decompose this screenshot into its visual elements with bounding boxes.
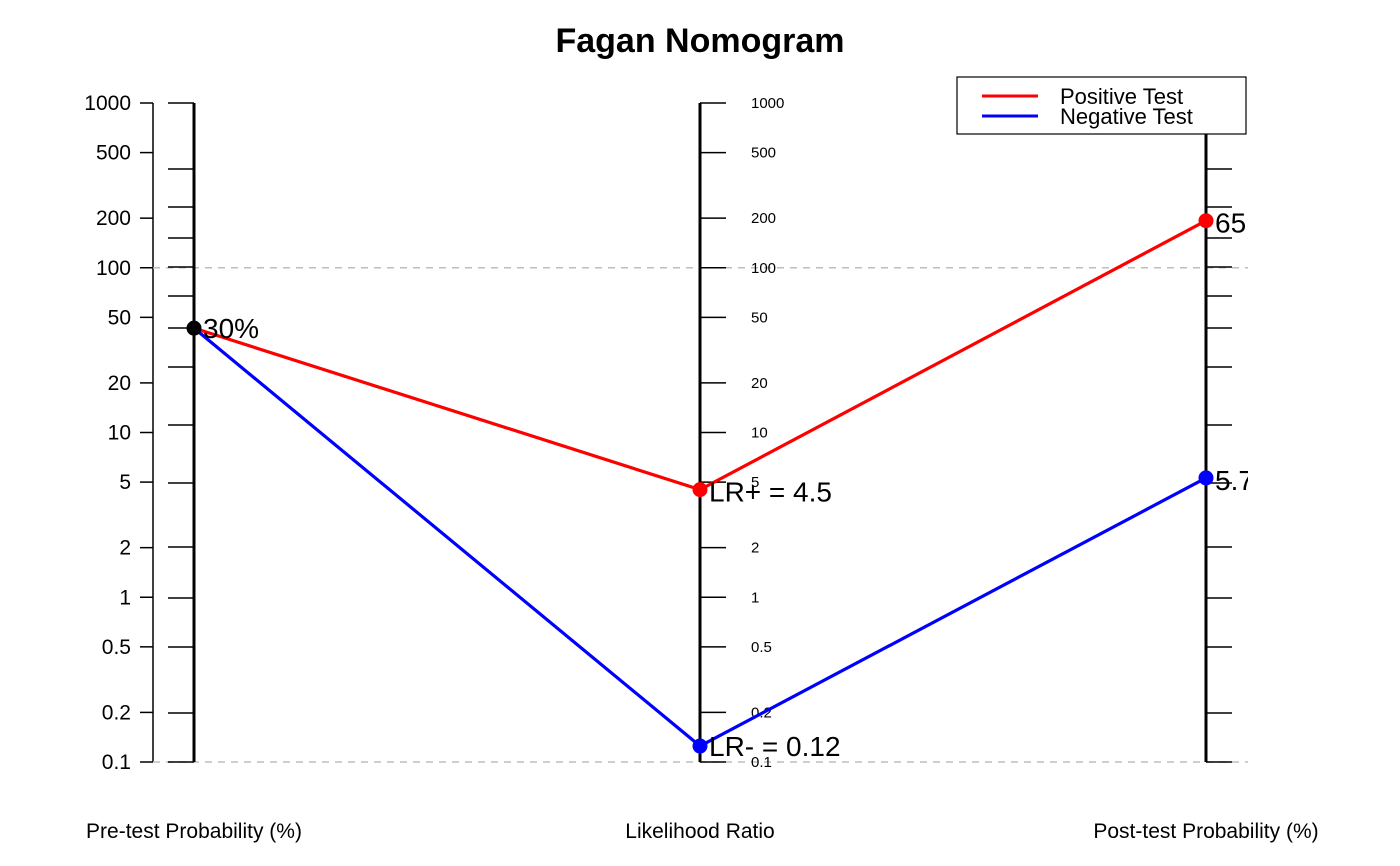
left-axis-tick-label: 100 — [96, 257, 131, 280]
positive-posttest-label: 65 — [1215, 208, 1246, 239]
lr-tick-label: 5 — [751, 474, 759, 491]
left-axis-tick-label: 20 — [108, 372, 131, 395]
legend-box — [956, 76, 1247, 135]
left-axis-tick-label: 200 — [96, 207, 131, 230]
left-axis-tick-label: 0.2 — [102, 701, 131, 724]
pretest-axis-label: Pre-test Probability (%) — [86, 820, 302, 843]
series-point — [1198, 470, 1214, 486]
legend-negative-label: Negative Test — [1060, 104, 1193, 129]
nomogram-axes — [168, 102, 1232, 763]
legend-positive-label: Positive Test — [1060, 84, 1183, 109]
pretest-label: 30% — [203, 313, 259, 344]
lr-tick-label: 10 — [751, 425, 768, 442]
legend: Positive Test Negative Test — [956, 76, 1247, 135]
lr-axis-label: Likelihood Ratio — [625, 820, 774, 843]
lr-tick-label: 2 — [751, 540, 759, 557]
lr-tick-label: 500 — [751, 145, 776, 162]
chart-title: Fagan Nomogram — [555, 22, 844, 60]
left-axis-tick-label: 500 — [96, 142, 131, 165]
lr-tick-label: 50 — [751, 309, 768, 326]
left-axis-tick-label: 10 — [108, 422, 131, 445]
left-axis-tick-label: 1 — [119, 586, 131, 609]
lr-tick-label: 100 — [751, 260, 776, 277]
lr-tick-label: 20 — [751, 375, 768, 392]
posttest-axis-label: Post-test Probability (%) — [1093, 820, 1318, 843]
lr-tick-label: 1000 — [751, 95, 784, 112]
negative-lr-label: LR- = 0.12 — [709, 731, 841, 762]
left-axis-tick-label: 1000 — [84, 92, 131, 115]
lr-tick-label: 0.5 — [751, 639, 772, 656]
left-axis-tick-label: 2 — [119, 537, 131, 560]
left-y-axis: 1000 500 200 100 50 20 10 5 2 1 0.5 0.2 0.1 — [84, 92, 154, 774]
left-axis-tick-label: 0.1 — [102, 751, 131, 774]
series-point — [692, 738, 708, 754]
left-axis-tick-label: 50 — [108, 306, 131, 329]
pretest-point — [186, 320, 202, 336]
lr-tick-label: 0.1 — [751, 754, 772, 771]
series-point — [692, 482, 708, 498]
left-axis-tick-label: 0.5 — [102, 636, 131, 659]
left-axis-tick-label: 5 — [119, 471, 131, 494]
negative-posttest-label: 5.7 — [1215, 465, 1254, 496]
lr-tick-label: 1 — [751, 589, 759, 606]
positive-lr-label: LR+ = 4.5 — [709, 477, 832, 508]
series-points — [186, 213, 1214, 754]
lr-tick-label: 200 — [751, 210, 776, 227]
point-labels: 30% LR+ = 4.5 LR- = 0.12 65 5.7 — [203, 208, 1254, 762]
series-point — [1198, 213, 1214, 229]
